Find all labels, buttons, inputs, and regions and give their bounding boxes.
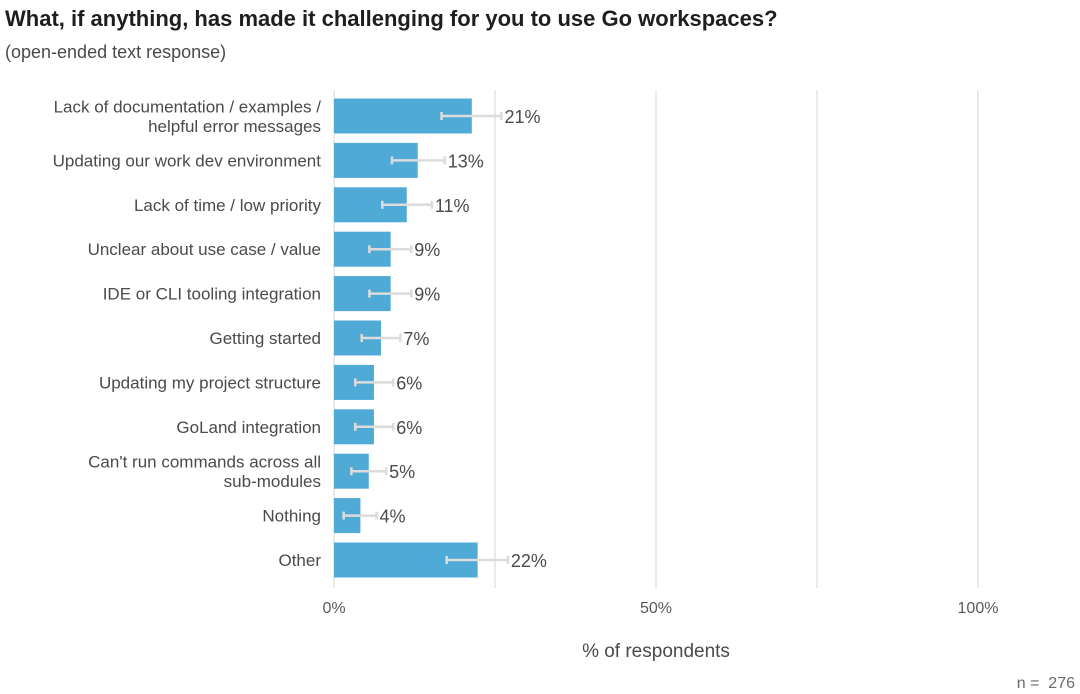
value-label: 9% [414,240,440,260]
category-label: Nothing [262,507,321,526]
value-label: 4% [380,507,406,527]
value-label: 21% [504,107,540,127]
category-label: Getting started [209,329,321,348]
x-tick-label: 50% [640,600,672,617]
x-tick-label: 0% [322,600,345,617]
value-label: 22% [511,551,547,571]
category-label: Updating my project structure [99,373,321,392]
value-label: 9% [414,285,440,305]
category-label: GoLand integration [176,418,321,437]
category-label: Lack of documentation / examples / [54,97,322,116]
category-label: Other [278,551,321,570]
chart-subtitle: (open-ended text response) [5,42,227,62]
value-label: 13% [448,151,484,171]
category-label: helpful error messages [148,117,321,136]
value-label: 6% [396,418,422,438]
x-tick-label: 100% [958,600,999,617]
value-label: 11% [435,196,470,216]
category-label: Updating our work dev environment [53,151,322,170]
value-label: 6% [396,373,422,393]
category-label: Can't run commands across all [88,452,321,471]
category-label: Lack of time / low priority [134,196,322,215]
sample-size-label: n = 276 [1017,675,1075,692]
category-label: IDE or CLI tooling integration [103,285,321,304]
chart-title: What, if anything, has made it challengi… [5,6,778,31]
value-label: 7% [403,329,429,349]
value-label: 5% [389,462,415,482]
x-axis-title: % of respondents [582,641,730,662]
category-label: Unclear about use case / value [88,240,321,259]
category-label: sub-modules [224,472,321,491]
